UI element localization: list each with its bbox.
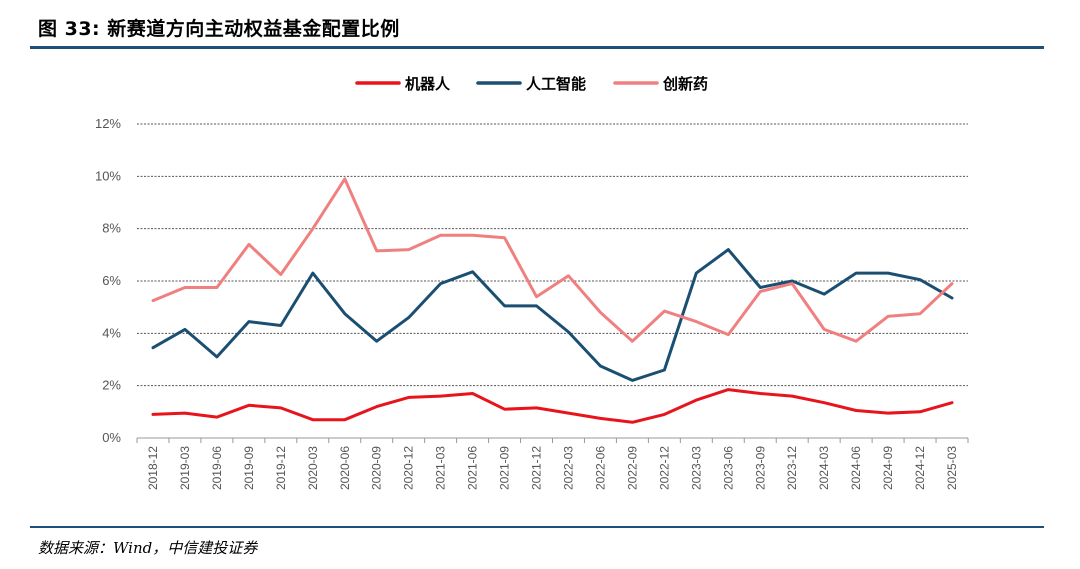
source-note: 数据来源：Wind，中信建投证券 [38,539,258,557]
x-tick-label: 2020-12 [402,446,416,490]
y-tick-label: 8% [102,221,121,236]
legend-label-2: 创新药 [662,75,708,93]
series-line-2 [151,177,954,343]
x-tick-label: 2024-09 [881,446,895,490]
x-tick-label: 2022-12 [657,446,671,490]
y-tick-label: 10% [95,168,121,183]
x-tick-label: 2024-03 [817,446,831,490]
x-tick-label: 2020-06 [338,446,352,490]
x-tick-label: 2022-03 [561,446,575,490]
series-line-0 [151,388,954,424]
x-tick-label: 2019-03 [178,446,192,490]
figure-title: 图 33: 新赛道方向主动权益基金配置比例 [38,18,400,40]
legend-label-1: 人工智能 [526,75,586,93]
x-tick-label: 2024-12 [913,446,927,490]
x-tick-label: 2023-03 [689,446,703,490]
x-tick-label: 2019-06 [210,446,224,490]
top-rule [30,46,1044,49]
x-tick-label: 2024-06 [849,446,863,490]
x-tick-label: 2022-06 [593,446,607,490]
x-tick-label: 2020-03 [306,446,320,490]
x-tick-label: 2021-03 [434,446,448,490]
x-tick-label: 2019-09 [242,446,256,490]
x-tick-label: 2021-06 [466,446,480,490]
legend-label-0: 机器人 [405,75,451,93]
x-tick-label: 2018-12 [146,446,160,490]
y-tick-label: 12% [95,116,121,131]
x-tick-label: 2025-03 [945,446,959,490]
x-tick-label: 2021-09 [498,446,512,490]
x-tick-label: 2019-12 [274,446,288,490]
x-tick-label: 2023-06 [721,446,735,490]
x-tick-label: 2020-09 [370,446,384,490]
bottom-rule [30,526,1044,528]
x-tick-label: 2023-12 [785,446,799,490]
x-tick-label: 2022-09 [625,446,639,490]
x-tick-label: 2021-12 [530,446,544,490]
y-tick-label: 4% [102,325,121,340]
y-tick-label: 6% [102,273,121,288]
series-line-1 [151,248,954,382]
y-tick-label: 2% [102,378,121,393]
x-tick-label: 2023-09 [753,446,767,490]
y-tick-label: 0% [102,430,121,445]
